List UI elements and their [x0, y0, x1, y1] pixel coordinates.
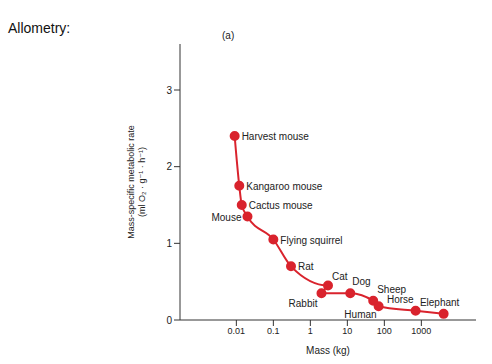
svg-text:Rat: Rat: [298, 261, 314, 272]
svg-text:0.1: 0.1: [267, 326, 280, 336]
svg-text:Mass (kg): Mass (kg): [306, 345, 350, 356]
svg-text:1: 1: [166, 238, 172, 249]
svg-text:Elephant: Elephant: [420, 297, 460, 308]
svg-text:Cat: Cat: [332, 271, 348, 282]
svg-text:Mouse: Mouse: [211, 212, 241, 223]
svg-text:Cactus mouse: Cactus mouse: [249, 200, 313, 211]
svg-text:10: 10: [342, 326, 352, 336]
svg-text:Sheep: Sheep: [377, 283, 407, 295]
svg-text:Horse: Horse: [387, 294, 414, 305]
svg-text:Harvest mouse: Harvest mouse: [242, 131, 310, 142]
svg-text:Kangaroo mouse: Kangaroo mouse: [246, 181, 323, 192]
svg-text:Human: Human: [344, 309, 376, 320]
svg-text:0: 0: [166, 315, 172, 326]
svg-text:Dog: Dog: [352, 276, 370, 287]
svg-text:100: 100: [377, 326, 392, 336]
svg-text:1000: 1000: [411, 326, 431, 336]
html-text:Allometry:: Allometry:: [8, 20, 71, 36]
svg-text:1: 1: [308, 326, 313, 336]
svg-text:Rabbit: Rabbit: [289, 298, 318, 309]
svg-text:0.01: 0.01: [228, 326, 246, 336]
html-text:(a): (a): [222, 30, 235, 41]
svg-text:3: 3: [166, 85, 172, 96]
svg-text:Flying squirrel: Flying squirrel: [280, 235, 342, 246]
svg-text:2: 2: [166, 161, 172, 172]
svg-text:Mass-specific metabolic rate(m: Mass-specific metabolic rate(ml O₂ · g⁻¹…: [126, 125, 147, 239]
